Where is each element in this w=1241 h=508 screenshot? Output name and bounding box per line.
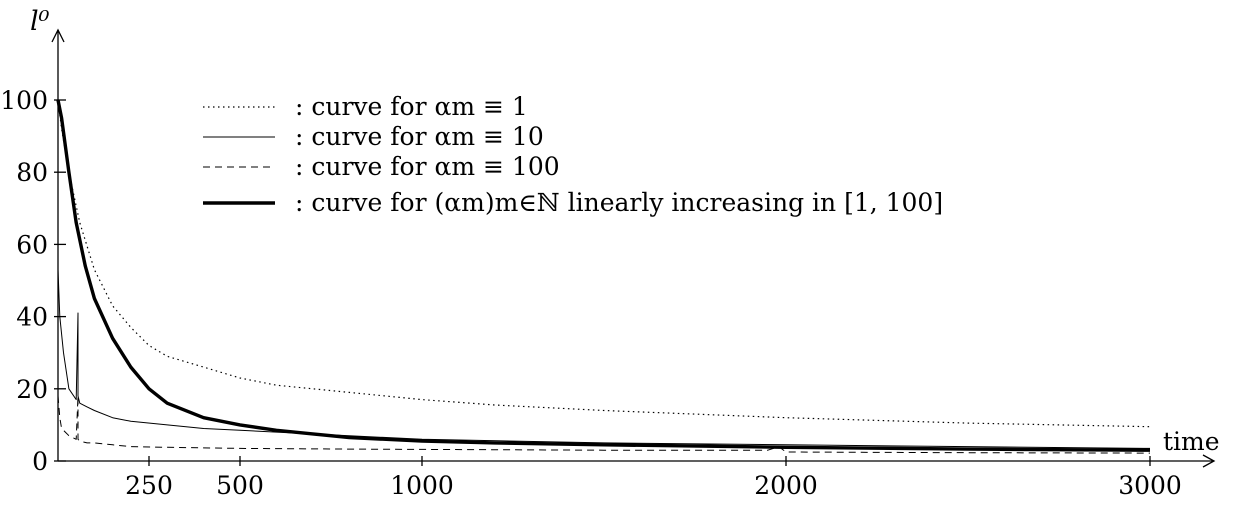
x-tick-label: 1000 bbox=[390, 471, 454, 500]
y-tick-label: 60 bbox=[16, 230, 48, 259]
legend-label-0: : curve for αm ≡ 1 bbox=[295, 92, 528, 121]
x-axis-arrow bbox=[1202, 454, 1216, 468]
axes: l⁰ time bbox=[30, 6, 1220, 468]
y-axis-title: l⁰ bbox=[30, 6, 50, 37]
series-line-1 bbox=[57, 269, 1151, 449]
series-lines bbox=[56, 99, 1151, 454]
legend-label-3: : curve for (αm)m∈ℕ linearly increasing … bbox=[295, 188, 943, 217]
y-tick-label: 20 bbox=[16, 375, 48, 404]
legend: : curve for αm ≡ 1: curve for αm ≡ 10: c… bbox=[203, 92, 943, 217]
legend-label-2: : curve for αm ≡ 100 bbox=[295, 152, 560, 181]
series-line-0 bbox=[57, 99, 1151, 428]
series-line-3 bbox=[56, 99, 1151, 452]
y-tick-label: 0 bbox=[32, 447, 48, 476]
x-tick-label: 2000 bbox=[754, 471, 818, 500]
x-tick-label: 500 bbox=[216, 471, 264, 500]
y-axis-arrow bbox=[51, 28, 65, 43]
y-tick-label: 40 bbox=[16, 303, 48, 332]
x-axis-ticks: 250 500 1000 2000 3000 bbox=[125, 456, 1182, 500]
y-tick-label: 100 bbox=[0, 86, 48, 115]
x-axis-title: time bbox=[1163, 427, 1220, 456]
series-line-2 bbox=[57, 395, 1151, 454]
x-tick-label: 250 bbox=[125, 471, 173, 500]
y-tick-label: 80 bbox=[16, 158, 48, 187]
x-tick-label: 3000 bbox=[1118, 471, 1182, 500]
y-axis-ticks: 0 20 40 60 80 100 bbox=[0, 86, 66, 476]
legend-label-1: : curve for αm ≡ 10 bbox=[295, 122, 544, 151]
